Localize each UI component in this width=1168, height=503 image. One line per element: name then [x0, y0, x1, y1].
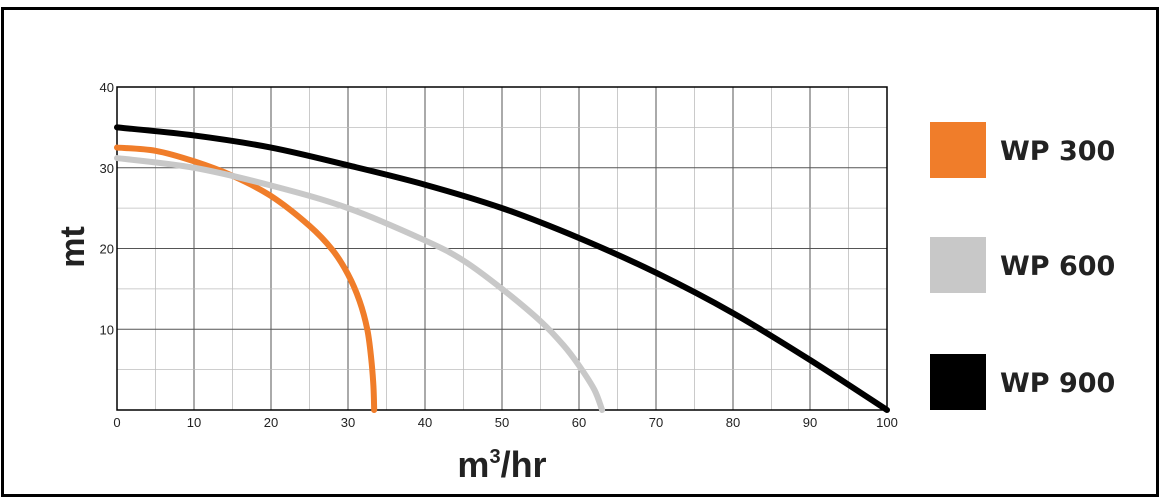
y-tick-label: 40 — [100, 80, 114, 95]
x-axis-label-rest: /hr — [501, 444, 547, 485]
legend-label-wp-300: WP 300 — [1000, 136, 1115, 167]
x-axis-label: m3/hr — [457, 444, 546, 485]
x-tick-label: 0 — [113, 415, 120, 430]
x-tick-label: 90 — [803, 415, 817, 430]
x-tick-label: 40 — [418, 415, 432, 430]
x-tick-label: 70 — [649, 415, 663, 430]
y-axis-ticks: 10 20 30 40 — [100, 80, 114, 337]
series-lines — [114, 124, 890, 413]
series-line-wp-900 — [114, 124, 890, 413]
x-tick-label: 30 — [341, 415, 355, 430]
y-tick-label: 10 — [100, 322, 114, 337]
y-axis-label: mt — [54, 226, 92, 268]
x-axis-label-base: m — [457, 444, 489, 485]
x-tick-label: 10 — [187, 415, 201, 430]
legend-label-wp-600: WP 600 — [1000, 251, 1115, 282]
legend: WP 300 WP 600 WP 900 — [930, 122, 1115, 410]
x-tick-label: 80 — [726, 415, 740, 430]
plot-area-border — [116, 86, 888, 411]
x-tick-label: 100 — [876, 415, 898, 430]
series-line-wp-600 — [114, 155, 606, 413]
x-tick-label: 20 — [264, 415, 278, 430]
legend-swatch-wp-300 — [930, 122, 986, 178]
legend-swatch-wp-600 — [930, 237, 986, 293]
legend-label-wp-900: WP 900 — [1000, 368, 1115, 399]
y-tick-label: 20 — [100, 242, 114, 257]
x-axis-label-superscript: 3 — [489, 446, 500, 468]
x-axis-ticks: 0 10 20 30 40 50 60 70 80 90 100 — [113, 415, 897, 430]
y-tick-label: 30 — [100, 161, 114, 176]
series-line-wp-300 — [114, 144, 378, 413]
legend-swatch-wp-900 — [930, 354, 986, 410]
x-tick-label: 60 — [572, 415, 586, 430]
x-tick-label: 50 — [495, 415, 509, 430]
grid — [117, 87, 887, 410]
